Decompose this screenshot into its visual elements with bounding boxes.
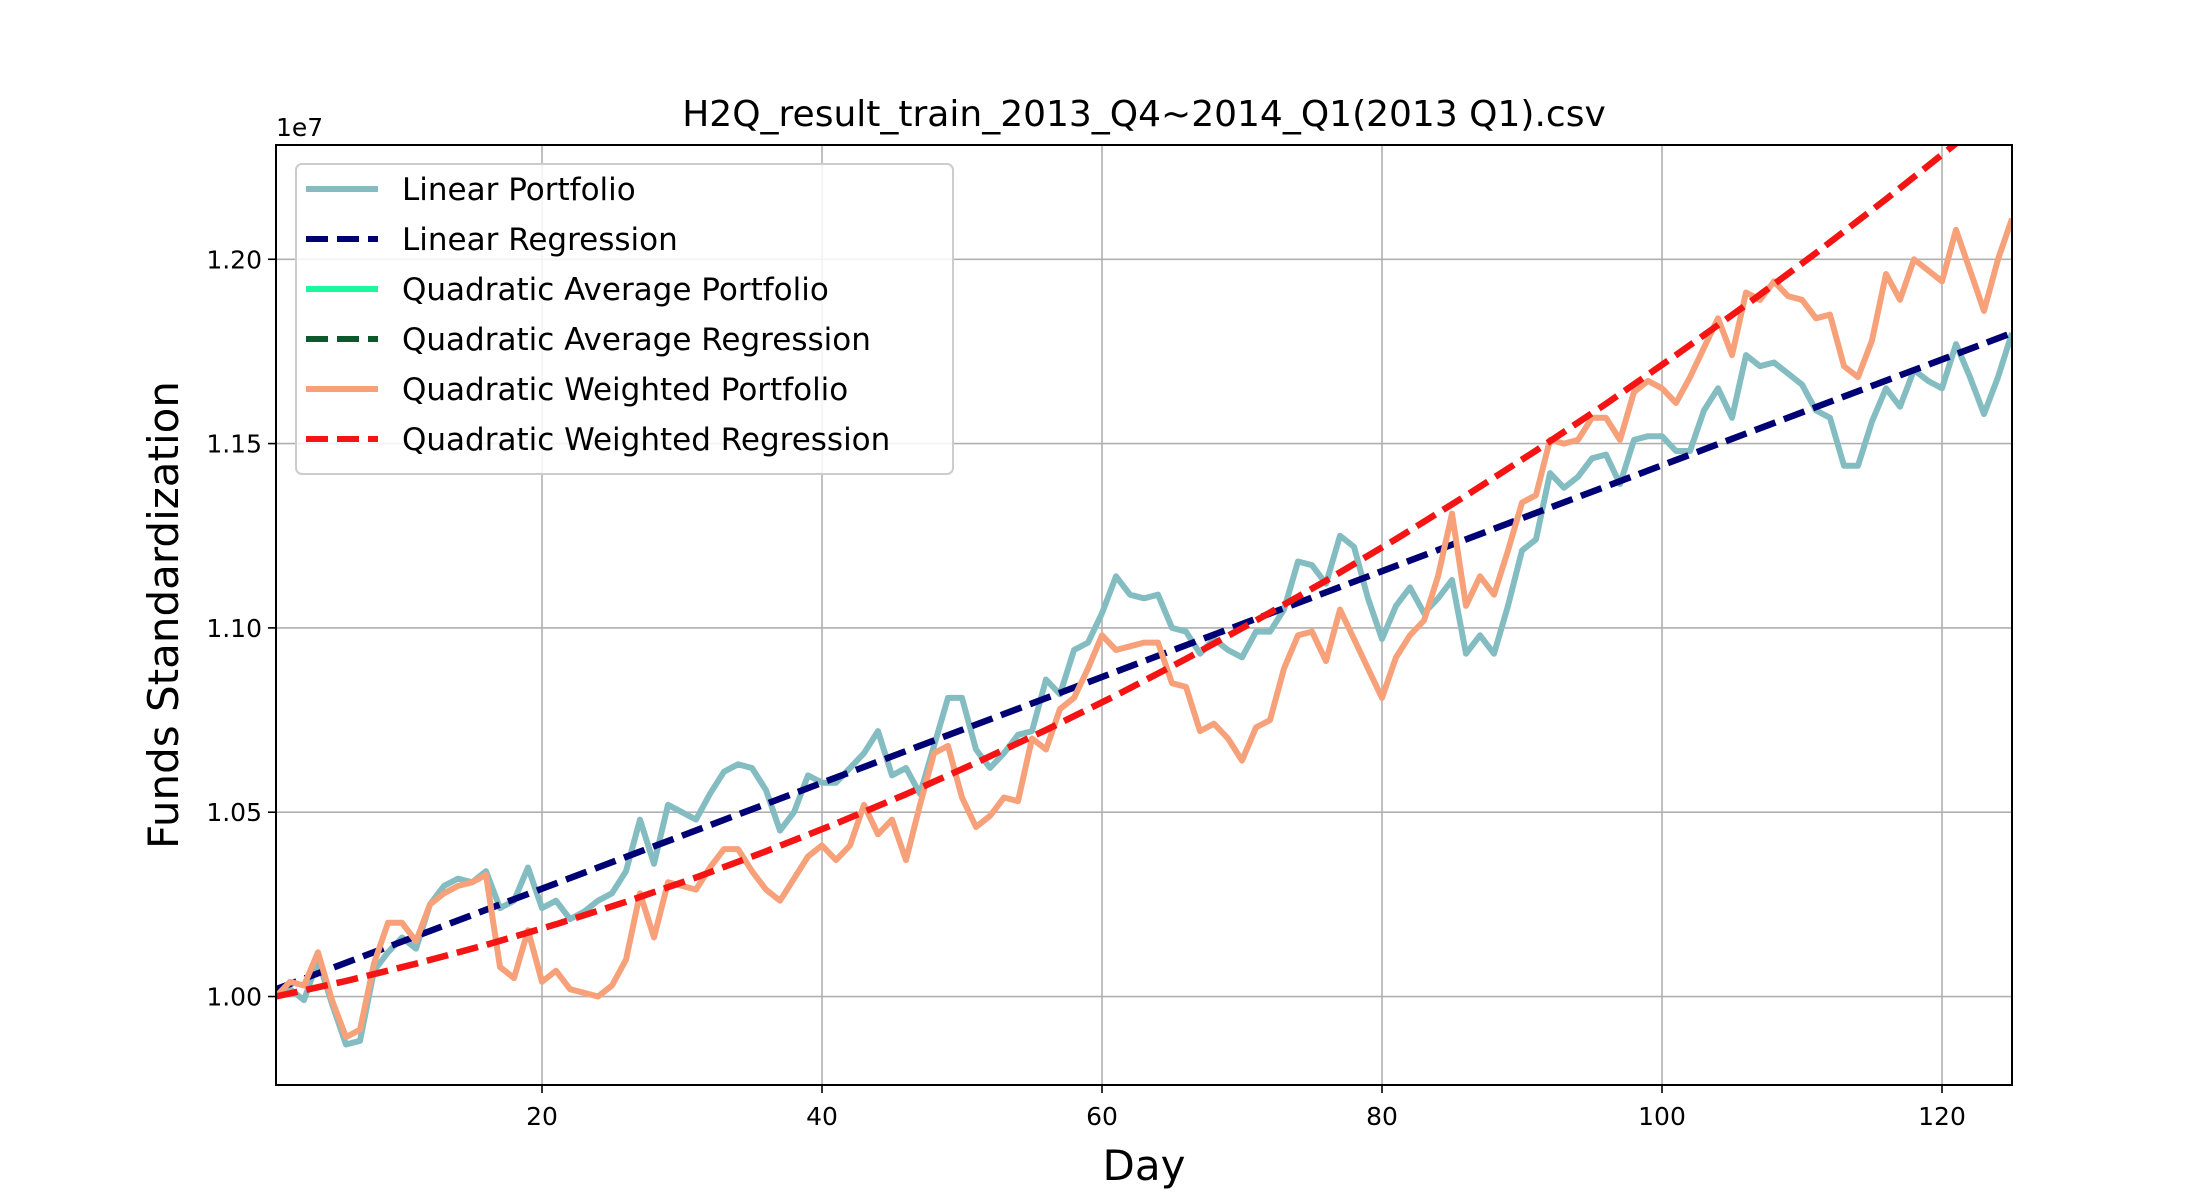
series-line-quadratic-weighted-regression xyxy=(276,145,1960,1000)
series-layer xyxy=(276,145,2012,1048)
x-tick-label: 60 xyxy=(1086,1102,1118,1131)
x-axis-title: Day xyxy=(1103,1141,1186,1190)
legend-label-quadratic-average-regression: Quadratic Average Regression xyxy=(402,322,871,358)
x-tick-label: 120 xyxy=(1918,1102,1966,1131)
y-offset-label: 1e7 xyxy=(276,113,323,142)
series-line-linear-portfolio xyxy=(276,332,2012,1048)
plot-area xyxy=(276,145,2012,1048)
legend: Linear Portfolio Linear Regression Quadrat… xyxy=(295,163,954,475)
y-axis-title: Funds Standardization xyxy=(139,381,188,849)
legend-label-quadratic-average-portfolio: Quadratic Average Portfolio xyxy=(402,272,829,308)
legend-label-linear-portfolio: Linear Portfolio xyxy=(402,172,636,208)
legend-label-quadratic-weighted-portfolio: Quadratic Weighted Portfolio xyxy=(402,372,848,408)
legend-label-linear-regression: Linear Regression xyxy=(402,222,678,258)
y-tick-label: 1.00 xyxy=(206,983,262,1012)
x-tick-label: 100 xyxy=(1638,1102,1686,1131)
y-tick-label: 1.05 xyxy=(206,798,262,827)
x-axis: 20 40 60 80 100 120 xyxy=(526,1085,1966,1131)
x-tick-label: 80 xyxy=(1366,1102,1398,1131)
y-tick-label: 1.15 xyxy=(206,430,262,459)
y-axis: 1.00 1.05 1.10 1.15 1.20 xyxy=(206,245,276,1012)
series-line-quadratic-weighted-portfolio xyxy=(276,217,2012,1041)
y-tick-label: 1.20 xyxy=(206,245,262,274)
y-tick-label: 1.10 xyxy=(206,614,262,643)
plot-frame xyxy=(275,144,2013,1086)
chart-title: H2Q_result_train_2013_Q4~2014_Q1(2013 Q1… xyxy=(682,94,1606,135)
legend-frame xyxy=(295,163,954,475)
x-tick-label: 20 xyxy=(526,1102,558,1131)
legend-label-quadratic-weighted-regression: Quadratic Weighted Regression xyxy=(402,422,890,458)
x-tick-label: 40 xyxy=(806,1102,838,1131)
